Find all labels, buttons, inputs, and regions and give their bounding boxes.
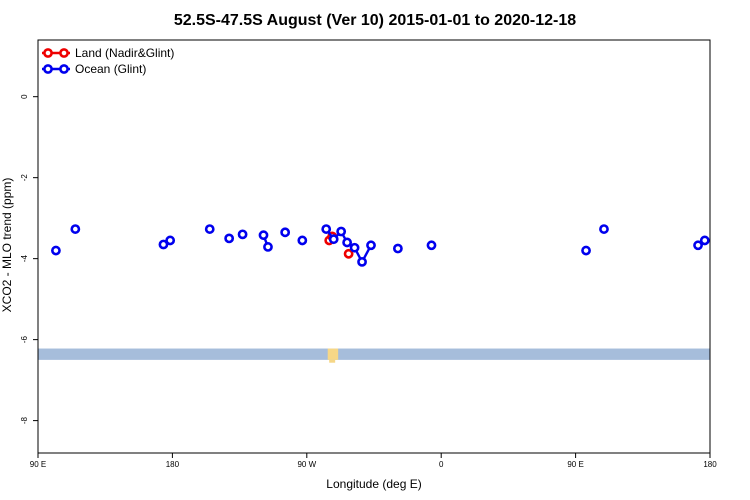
data-point [336,226,347,237]
y-tick-label: -8 [20,417,29,425]
data-point [165,235,176,246]
chart-title: 52.5S-47.5S August (Ver 10) 2015-01-01 t… [174,12,576,29]
data-point [343,248,354,259]
band-0 [38,348,710,360]
data-point [349,242,360,253]
data-point [321,224,332,234]
data-point [599,224,609,234]
y-axis: 0 -2 -4 -6 -8 [20,94,38,424]
data-point [426,240,437,251]
legend-label: Ocean (Glint) [75,62,146,76]
data-point [342,237,353,248]
legend: Land (Nadir&Glint) Ocean (Glint) [42,46,174,76]
data-point [158,239,169,250]
data-point [280,227,291,238]
legend-marker [59,64,69,74]
data-point [357,256,367,267]
data-point [51,245,61,256]
legend-marker [43,48,53,58]
data-point [328,234,339,245]
data-point [581,245,591,256]
plot-frame [37,39,711,454]
data-point [693,240,703,251]
data-point [392,243,403,254]
data-point [237,229,248,240]
legend-item: Ocean (Glint) [42,62,146,76]
data-point [699,235,710,246]
y-tick-label: -2 [20,174,29,182]
x-tick-label: 90 E [567,460,583,469]
band-2 [329,359,336,363]
legend-label: Land (Nadir&Glint) [75,46,174,60]
data-point [224,233,235,244]
data-point [258,230,269,241]
series-1 [51,224,710,267]
x-tick-label: 0 [439,460,444,469]
legend-marker [59,48,69,58]
x-axis-label: Longitude (deg E) [326,477,421,491]
series-layer [51,224,710,267]
data-point [366,240,376,251]
x-tick-label: 90 W [297,460,316,469]
x-tick-label: 90 E [30,460,46,469]
x-axis: 90 E 180 90 W 0 90 E 180 [30,453,717,469]
legend-item: Land (Nadir&Glint) [42,46,174,60]
data-point [70,224,81,234]
data-point [204,224,215,234]
y-tick-label: -4 [20,255,29,263]
x-tick-label: 180 [166,460,180,469]
x-tick-label: 180 [703,460,717,469]
y-tick-label: -6 [20,336,29,344]
band-1 [327,348,339,360]
data-point [263,242,273,252]
legend-marker [43,64,53,74]
y-axis-label: XCO2 - MLO trend (ppm) [0,178,14,313]
map-bands [38,348,710,363]
y-tick-label: 0 [20,94,29,99]
data-point [297,235,308,246]
